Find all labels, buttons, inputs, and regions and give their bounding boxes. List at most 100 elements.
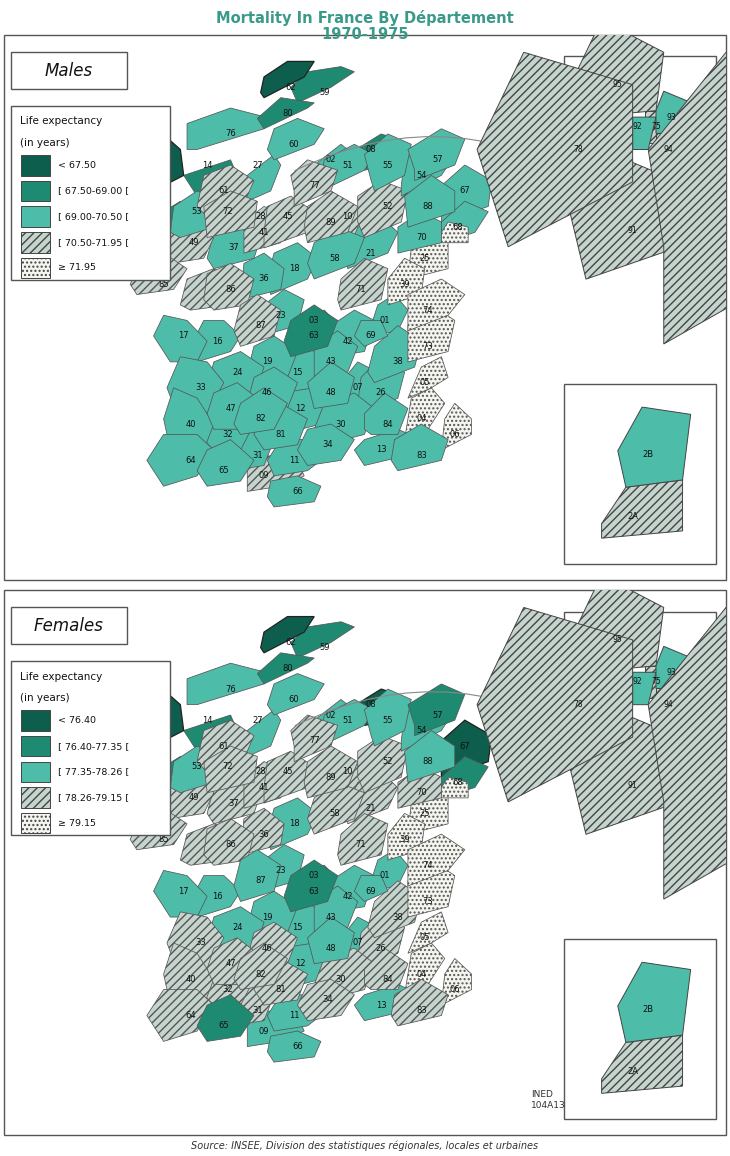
Polygon shape <box>354 875 388 902</box>
Text: 88: 88 <box>423 202 434 210</box>
Text: 22: 22 <box>112 751 122 761</box>
Polygon shape <box>291 67 354 103</box>
Text: 07: 07 <box>353 939 363 948</box>
Polygon shape <box>164 387 214 450</box>
Polygon shape <box>307 783 364 835</box>
Polygon shape <box>187 664 271 705</box>
Text: 42: 42 <box>342 891 353 901</box>
Text: 75: 75 <box>651 677 661 687</box>
Polygon shape <box>314 331 358 377</box>
Text: 29: 29 <box>81 207 92 216</box>
Polygon shape <box>404 176 455 228</box>
Polygon shape <box>364 948 408 990</box>
Text: 65: 65 <box>218 1022 229 1030</box>
Bar <box>564 57 715 199</box>
Text: Life expectancy: Life expectancy <box>20 117 101 126</box>
Text: Males: Males <box>45 61 93 80</box>
Polygon shape <box>274 347 324 393</box>
Polygon shape <box>358 735 408 793</box>
Polygon shape <box>347 772 398 824</box>
Polygon shape <box>147 435 214 487</box>
Polygon shape <box>241 155 281 201</box>
Polygon shape <box>291 716 338 762</box>
Text: 44: 44 <box>155 249 166 258</box>
Text: 26: 26 <box>376 388 386 398</box>
Text: 49: 49 <box>188 238 199 247</box>
Text: 92: 92 <box>632 123 642 132</box>
Text: (in years): (in years) <box>20 139 69 148</box>
Text: 54: 54 <box>416 171 426 180</box>
Text: 59: 59 <box>319 643 329 652</box>
Bar <box>564 384 715 564</box>
Polygon shape <box>191 320 241 362</box>
Polygon shape <box>404 943 445 995</box>
Polygon shape <box>656 689 680 721</box>
Text: 52: 52 <box>383 202 393 210</box>
Bar <box>21 736 50 756</box>
Text: 72: 72 <box>222 207 233 216</box>
Text: 53: 53 <box>192 762 202 771</box>
Polygon shape <box>364 134 411 191</box>
Bar <box>564 612 715 754</box>
Polygon shape <box>204 818 254 865</box>
Text: 08: 08 <box>366 144 377 154</box>
Polygon shape <box>331 207 371 237</box>
Text: 66: 66 <box>292 1042 303 1051</box>
Text: 34: 34 <box>322 995 333 1005</box>
Polygon shape <box>153 217 214 264</box>
Text: 36: 36 <box>258 274 269 283</box>
Text: 45: 45 <box>283 213 293 221</box>
Text: 08: 08 <box>366 701 377 709</box>
Text: 51: 51 <box>342 716 353 725</box>
Text: 88: 88 <box>423 757 434 766</box>
Polygon shape <box>442 403 472 450</box>
Polygon shape <box>291 865 334 902</box>
Polygon shape <box>442 720 491 777</box>
Polygon shape <box>371 850 408 891</box>
Polygon shape <box>90 746 153 783</box>
Polygon shape <box>307 362 354 408</box>
Polygon shape <box>180 824 241 865</box>
Bar <box>564 939 715 1119</box>
Polygon shape <box>184 716 237 756</box>
Text: 15: 15 <box>292 368 303 377</box>
Polygon shape <box>341 362 378 408</box>
Polygon shape <box>130 808 187 850</box>
Text: 87: 87 <box>255 321 266 331</box>
Text: 09: 09 <box>258 472 269 481</box>
Polygon shape <box>284 860 338 912</box>
Polygon shape <box>358 357 404 414</box>
Bar <box>21 813 50 833</box>
Text: Source: INSEE, Division des statistiques régionales, locales et urbaines: Source: INSEE, Division des statistiques… <box>191 1141 539 1151</box>
Text: Females: Females <box>34 617 104 635</box>
Polygon shape <box>257 653 314 684</box>
Polygon shape <box>267 243 318 295</box>
Text: 83: 83 <box>416 451 427 460</box>
Polygon shape <box>254 403 307 450</box>
Polygon shape <box>298 979 354 1021</box>
Polygon shape <box>477 607 633 802</box>
Polygon shape <box>602 1035 683 1094</box>
Polygon shape <box>274 902 324 948</box>
Text: 68: 68 <box>453 778 464 787</box>
Polygon shape <box>408 860 455 917</box>
Text: 54: 54 <box>416 726 426 735</box>
Text: 35: 35 <box>158 213 169 221</box>
Polygon shape <box>404 731 455 783</box>
Text: 94: 94 <box>664 701 673 709</box>
Text: 34: 34 <box>322 440 333 450</box>
Text: 35: 35 <box>158 768 169 777</box>
Polygon shape <box>656 133 680 165</box>
Text: 76: 76 <box>225 684 236 694</box>
Polygon shape <box>241 253 284 299</box>
Text: 41: 41 <box>258 783 269 792</box>
Text: INED
104A13: INED 104A13 <box>531 1090 566 1110</box>
Text: 13: 13 <box>376 1001 386 1009</box>
Bar <box>21 155 50 176</box>
Text: 32: 32 <box>222 430 233 439</box>
Polygon shape <box>404 387 445 439</box>
Text: 23: 23 <box>275 866 286 875</box>
Polygon shape <box>247 891 298 938</box>
Polygon shape <box>408 912 448 954</box>
Text: 47: 47 <box>226 403 236 413</box>
